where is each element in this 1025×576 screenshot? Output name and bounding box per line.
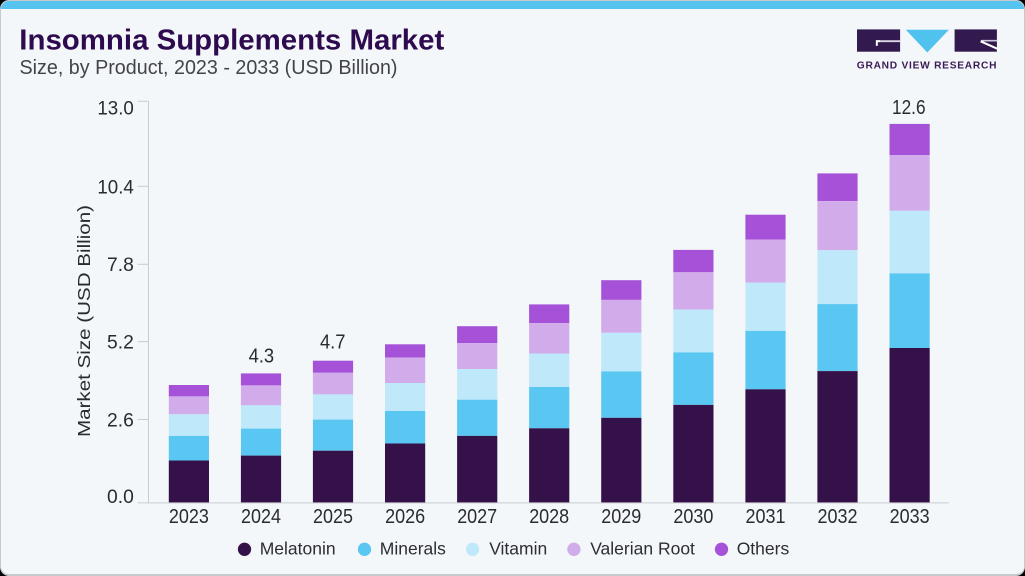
svg-text:2024: 2024	[241, 506, 281, 528]
svg-text:10.4: 10.4	[97, 176, 134, 198]
svg-text:7.8: 7.8	[107, 254, 134, 276]
svg-text:2023: 2023	[169, 506, 209, 528]
svg-text:2032: 2032	[818, 506, 858, 528]
svg-text:Others: Others	[737, 539, 790, 559]
svg-text:Melatonin: Melatonin	[260, 539, 336, 559]
svg-text:2030: 2030	[673, 506, 713, 528]
svg-text:2025: 2025	[313, 506, 353, 528]
svg-text:4.7: 4.7	[320, 331, 346, 353]
svg-text:2026: 2026	[385, 506, 425, 528]
svg-text:2.6: 2.6	[107, 409, 134, 431]
svg-text:0.0: 0.0	[107, 486, 134, 508]
svg-text:Vitamin: Vitamin	[489, 539, 547, 559]
svg-text:5.2: 5.2	[107, 331, 134, 353]
svg-text:Market Size (USD Billion): Market Size (USD Billion)	[74, 205, 94, 437]
svg-text:12.6: 12.6	[892, 97, 926, 119]
svg-text:Insomnia Supplements Market: Insomnia Supplements Market	[19, 24, 445, 56]
svg-text:Valerian Root: Valerian Root	[590, 539, 695, 559]
svg-text:2027: 2027	[457, 506, 497, 528]
svg-text:2031: 2031	[746, 506, 786, 528]
svg-text:2028: 2028	[529, 506, 569, 528]
svg-text:2033: 2033	[890, 506, 930, 528]
svg-text:4.3: 4.3	[249, 346, 275, 368]
svg-text:2029: 2029	[601, 506, 641, 528]
svg-text:Size, by Product, 2023 - 2033: Size, by Product, 2023 - 2033 (USD Billi…	[20, 57, 398, 79]
svg-text:GRAND VIEW RESEARCH: GRAND VIEW RESEARCH	[857, 60, 998, 71]
svg-text:13.0: 13.0	[97, 97, 134, 119]
svg-text:Minerals: Minerals	[380, 539, 446, 559]
